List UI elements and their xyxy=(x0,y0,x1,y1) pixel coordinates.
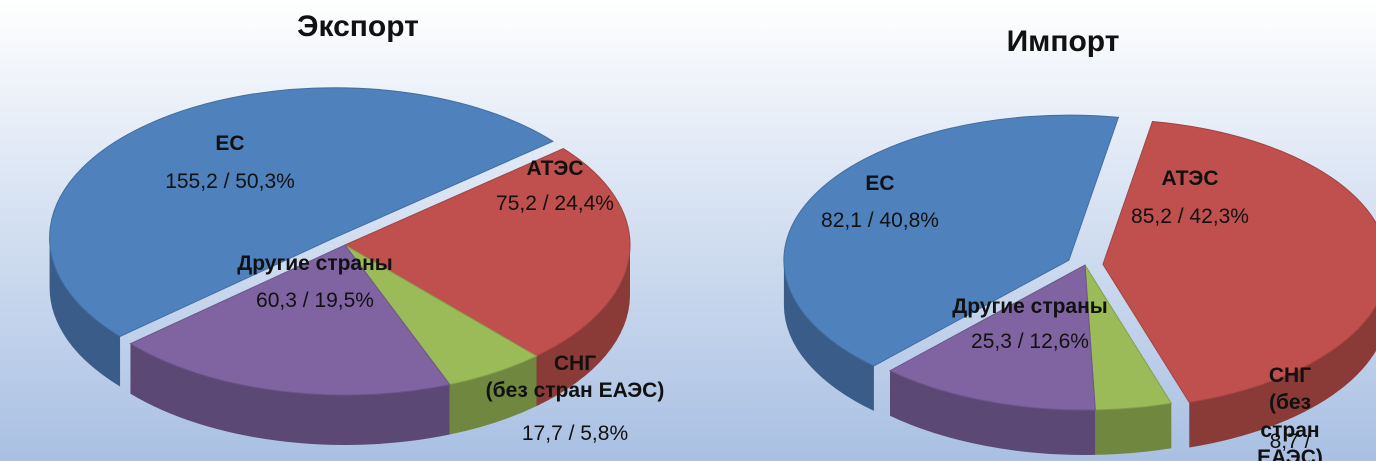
slice xyxy=(1102,120,1376,404)
value-label: 17,7 / 5,8% xyxy=(521,422,629,445)
slice-label: СНГ (без стран ЕАЭС) xyxy=(485,352,665,403)
value-label: 25,3 / 12,6% xyxy=(971,330,1089,353)
value-label: 75,2 / 24,4% xyxy=(496,192,614,215)
slice-side xyxy=(783,260,874,411)
value-label: 60,3 / 19,5% xyxy=(256,289,374,312)
slice-side xyxy=(1189,305,1376,448)
slice-side xyxy=(130,343,450,445)
slice-label: ЕС xyxy=(215,132,245,155)
slice-side xyxy=(536,245,630,407)
slice-label: Другие страны xyxy=(237,252,393,275)
slice-label: СНГ (без стран ЕАЭС) xyxy=(1257,364,1323,461)
slice-side xyxy=(1095,403,1172,455)
value-label: 8,7 / 4,3% xyxy=(1266,430,1314,461)
slice xyxy=(129,244,451,396)
slice-side xyxy=(449,356,537,435)
slice-label: ЕС xyxy=(865,172,895,195)
chart-title: Экспорт xyxy=(297,10,419,43)
slice xyxy=(888,264,1096,411)
value-label: 155,2 / 50,3% xyxy=(165,170,295,193)
value-label: 82,1 / 40,8% xyxy=(821,209,939,232)
slice xyxy=(49,87,554,338)
value-label: 85,2 / 42,3% xyxy=(1131,205,1249,228)
slice-side xyxy=(889,370,1096,455)
slice xyxy=(343,148,631,357)
slice-label: АТЭС xyxy=(526,157,584,180)
slice xyxy=(783,114,1120,367)
chart-title: Импорт xyxy=(1006,25,1120,58)
slice-label: АТЭС xyxy=(1161,167,1219,190)
slice-label: Другие страны xyxy=(952,295,1108,318)
slice-side xyxy=(49,237,121,387)
